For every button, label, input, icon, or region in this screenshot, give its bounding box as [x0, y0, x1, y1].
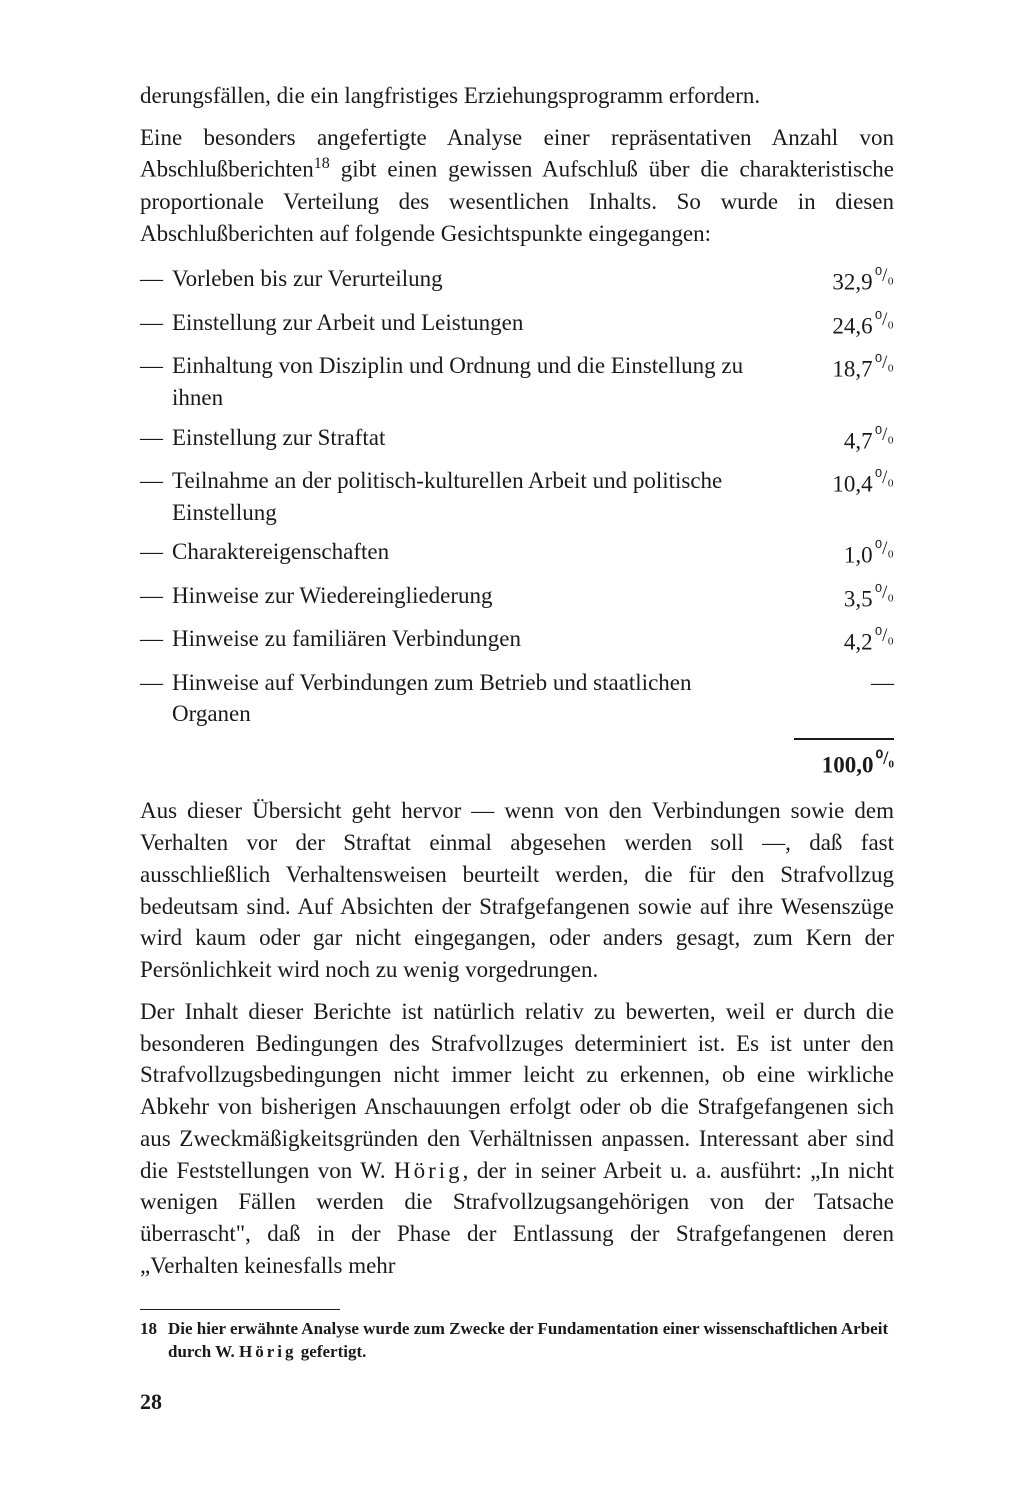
- item-value: 4,2⁰/₀: [794, 623, 894, 658]
- dash-icon: —: [140, 350, 172, 382]
- dash-icon: —: [140, 623, 172, 655]
- dash-icon: —: [140, 580, 172, 612]
- list-item: — Hinweise auf Verbindungen zum Betrieb …: [140, 667, 894, 730]
- item-value: 1,0⁰/₀: [794, 536, 894, 571]
- item-label: Hinweise zu familiären Verbindungen: [172, 623, 794, 655]
- dash-icon: —: [140, 465, 172, 497]
- list-item: — Einstellung zur Arbeit und Leistungen …: [140, 307, 894, 342]
- total-value: 100,0⁰/₀: [794, 738, 894, 781]
- item-value: 18,7⁰/₀: [794, 350, 894, 385]
- paragraph-1: derungsfällen, die ein langfristiges Erz…: [140, 80, 894, 112]
- list-item: — Charaktereigenschaften 1,0⁰/₀: [140, 536, 894, 571]
- dash-icon: —: [140, 307, 172, 339]
- footnote-number: 18: [140, 1318, 168, 1362]
- item-value: —: [794, 667, 894, 699]
- dash-icon: —: [140, 263, 172, 295]
- dash-icon: —: [140, 422, 172, 454]
- item-label: Einstellung zur Arbeit und Leistungen: [172, 307, 794, 339]
- footnote-author: Hörig: [239, 1342, 297, 1361]
- author-name: Hörig: [394, 1158, 463, 1183]
- item-label: Einstellung zur Straftat: [172, 422, 794, 454]
- item-label: Einhaltung von Disziplin und Ordnung und…: [172, 350, 794, 413]
- item-value: 32,9⁰/₀: [794, 263, 894, 298]
- item-value: 10,4⁰/₀: [794, 465, 894, 500]
- footnote-18: 18 Die hier erwähnte Analyse wurde zum Z…: [140, 1318, 894, 1362]
- paragraph-2: Eine besonders angefertigte Analyse eine…: [140, 122, 894, 250]
- list-item: — Einstellung zur Straftat 4,7⁰/₀: [140, 422, 894, 457]
- list-item: — Einhaltung von Disziplin und Ordnung u…: [140, 350, 894, 413]
- paragraph-4a: Der Inhalt dieser Berichte ist natürlich…: [140, 999, 894, 1183]
- page-number: 28: [140, 1387, 894, 1417]
- page-content: derungsfällen, die ein langfristiges Erz…: [0, 0, 1024, 1477]
- dash-icon: —: [140, 667, 172, 699]
- list-item: — Vorleben bis zur Verurteilung 32,9⁰/₀: [140, 263, 894, 298]
- item-label: Teilnahme an der politisch-kulturellen A…: [172, 465, 794, 528]
- paragraph-3: Aus dieser Übersicht geht hervor — wenn …: [140, 795, 894, 985]
- item-label: Hinweise zur Wiedereingliederung: [172, 580, 794, 612]
- item-label: Hinweise auf Verbindungen zum Betrieb un…: [172, 667, 794, 730]
- list-item: — Hinweise zur Wiedereingliederung 3,5⁰/…: [140, 580, 894, 615]
- total-row: 100,0⁰/₀: [140, 738, 894, 781]
- paragraph-4: Der Inhalt dieser Berichte ist natürlich…: [140, 996, 894, 1282]
- footnote-text: Die hier erwähnte Analyse wurde zum Zwec…: [168, 1318, 894, 1362]
- item-value: 4,7⁰/₀: [794, 422, 894, 457]
- list-item: — Hinweise zu familiären Verbindungen 4,…: [140, 623, 894, 658]
- dash-icon: —: [140, 536, 172, 568]
- item-value: 3,5⁰/₀: [794, 580, 894, 615]
- footnote-ref-18: 18: [314, 155, 330, 172]
- item-value: 24,6⁰/₀: [794, 307, 894, 342]
- item-label: Vorleben bis zur Verurteilung: [172, 263, 794, 295]
- item-label: Charaktereigenschaften: [172, 536, 794, 568]
- list-item: — Teilnahme an der politisch-kulturellen…: [140, 465, 894, 528]
- footnote-separator: [140, 1309, 340, 1310]
- percentage-list: — Vorleben bis zur Verurteilung 32,9⁰/₀ …: [140, 263, 894, 781]
